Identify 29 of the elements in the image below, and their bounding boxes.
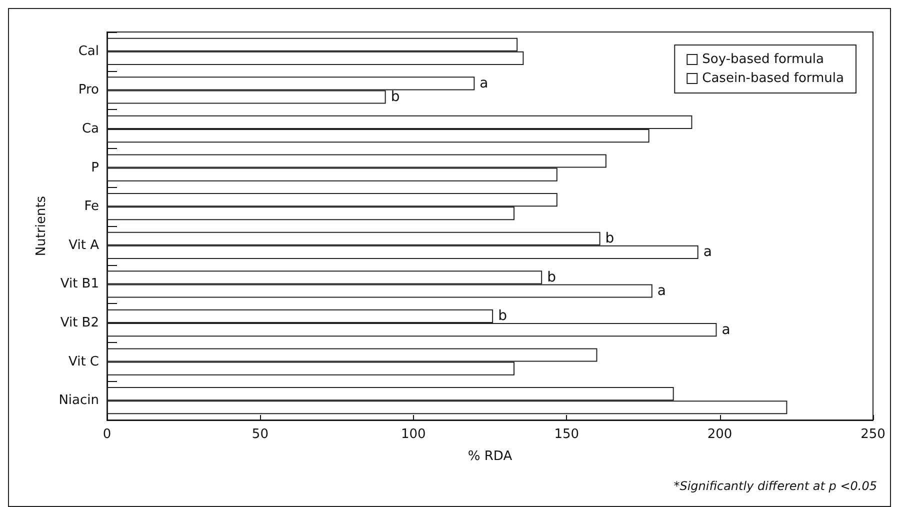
x-tick-label: 250 (860, 427, 886, 442)
y-axis-title: Nutrients (34, 196, 49, 256)
legend-label: Casein-based formula (702, 71, 844, 86)
text: *Significantly different at p <0.05 (674, 479, 878, 493)
y-tick-label: Vit A (68, 238, 100, 253)
y-tick-label: Ca (82, 122, 99, 136)
legend-label: Soy-based formula (702, 52, 824, 67)
y-tick-label: Vit C (68, 354, 99, 370)
y-tick-label: Fe (84, 199, 99, 214)
x-tick-label: 100 (400, 427, 426, 442)
data-label: b (605, 230, 614, 247)
x-tick-label: 150 (554, 427, 580, 442)
x-tick-label: 0 (102, 427, 112, 442)
y-tick-label: Pro (78, 82, 100, 98)
x-tick-label: 200 (707, 427, 732, 442)
x-tick-label: 50 (252, 427, 268, 442)
data-label: a (480, 75, 488, 92)
data-label: b (498, 308, 508, 324)
data-label: a (703, 244, 712, 260)
data-label: a (657, 282, 666, 299)
x-axis-title: % RDA (468, 449, 512, 464)
data-label: b (547, 269, 556, 286)
y-tick-label: Vit B1 (60, 276, 99, 292)
y-tick-label: Niacin (58, 393, 99, 408)
y-tick-label: Vit B2 (60, 316, 99, 330)
y-tick-label: P (91, 160, 100, 176)
data-label: a (722, 322, 730, 338)
data-label: b (390, 88, 400, 105)
y-tick-label: Cal (78, 44, 99, 59)
